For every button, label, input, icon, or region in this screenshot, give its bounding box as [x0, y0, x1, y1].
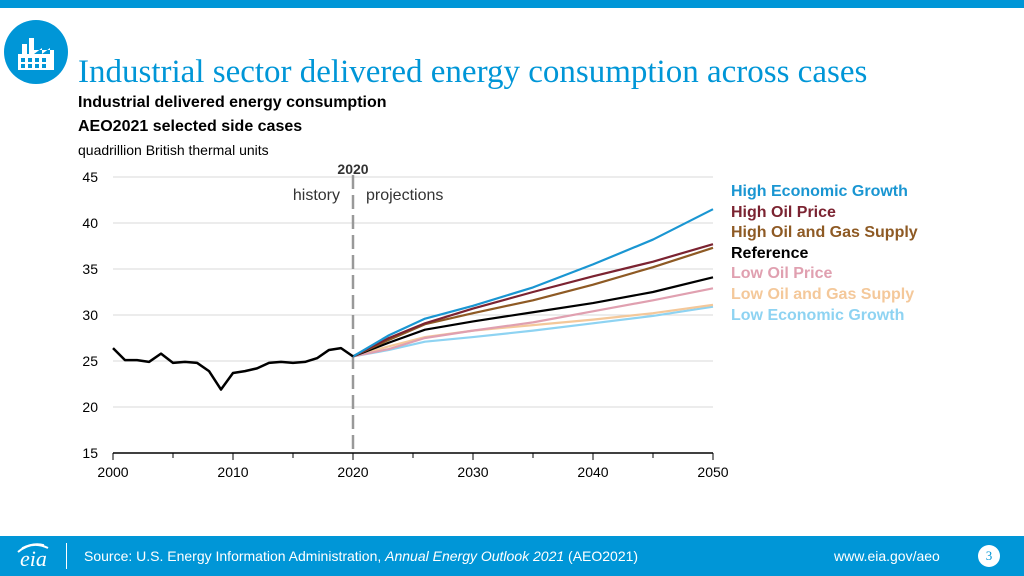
line-chart: 15 20 25 30 35 40 45 2000 2010 2020 2030 2040 2050 20… — [82, 161, 728, 480]
legend-item-low-oil-price: Low Oil Price — [731, 265, 833, 283]
x-tick-label: 2030 — [457, 464, 488, 480]
x-tick-label: 2020 — [337, 464, 368, 480]
projections-label: projections — [366, 187, 443, 204]
x-tick-label: 2000 — [97, 464, 128, 480]
source-citation: Source: U.S. Energy Information Administ… — [84, 548, 638, 564]
series-line-high-oil-and-gas-supply — [352, 246, 714, 358]
source-suffix: (AEO2021) — [564, 548, 639, 564]
x-tick-label: 2010 — [217, 464, 248, 480]
chart-cases-label: AEO2021 selected side cases — [78, 118, 303, 135]
y-tick-label: 30 — [82, 307, 98, 323]
series-line-high-oil-price — [352, 243, 714, 358]
chart-legend: High Economic Growth High Oil Price High O… — [731, 182, 918, 326]
footer-bar: eia Source: U.S. Energy Information Admi… — [0, 536, 1024, 576]
legend-item-high-oil-and-gas-supply: High Oil and Gas Supply — [731, 224, 918, 242]
history-line — [112, 346, 354, 391]
y-tick-label: 35 — [82, 261, 98, 277]
y-tick-label: 20 — [82, 399, 98, 415]
legend-item-reference: Reference — [731, 244, 809, 262]
eia-logo: eia — [14, 542, 60, 571]
divider-year-label: 2020 — [337, 161, 368, 177]
y-tick-label: 25 — [82, 353, 98, 369]
chart-units-label: quadrillion British thermal units — [78, 142, 269, 158]
legend-item-high-economic-growth: High Economic Growth — [731, 183, 908, 200]
page-title: Industrial sector delivered energy consu… — [78, 54, 868, 90]
legend-item-high-oil-price: High Oil Price — [731, 203, 836, 221]
top-accent-bar — [0, 0, 1024, 8]
website-link[interactable]: www.eia.gov/aeo — [834, 548, 940, 564]
source-publication: Annual Energy Outlook 2021 — [385, 548, 565, 564]
page-number: 3 — [978, 545, 1000, 567]
footer-divider — [66, 543, 67, 569]
x-tick-label: 2050 — [697, 464, 728, 480]
history-label: history — [293, 187, 340, 204]
source-prefix: Source: U.S. Energy Information Administ… — [84, 548, 386, 564]
series-line-reference — [352, 276, 714, 358]
legend-item-low-oil-and-gas-supply: Low Oil and Gas Supply — [731, 285, 915, 303]
y-tick-label: 45 — [82, 169, 98, 185]
x-tick-label: 2040 — [577, 464, 608, 480]
series-line-low-oil-price — [352, 287, 714, 358]
series-line-high-economic-growth — [352, 208, 714, 358]
legend-item-low-economic-growth: Low Economic Growth — [731, 306, 905, 324]
series-line-low-economic-growth — [352, 305, 714, 358]
industrial-sector-icon — [4, 20, 68, 84]
y-tick-label: 40 — [82, 215, 98, 231]
y-tick-label: 15 — [82, 445, 98, 461]
eia-logo-text: eia — [20, 546, 47, 571]
chart-subtitle: Industrial delivered energy consumption — [78, 94, 387, 111]
series-line-low-oil-and-gas-supply — [352, 303, 714, 358]
